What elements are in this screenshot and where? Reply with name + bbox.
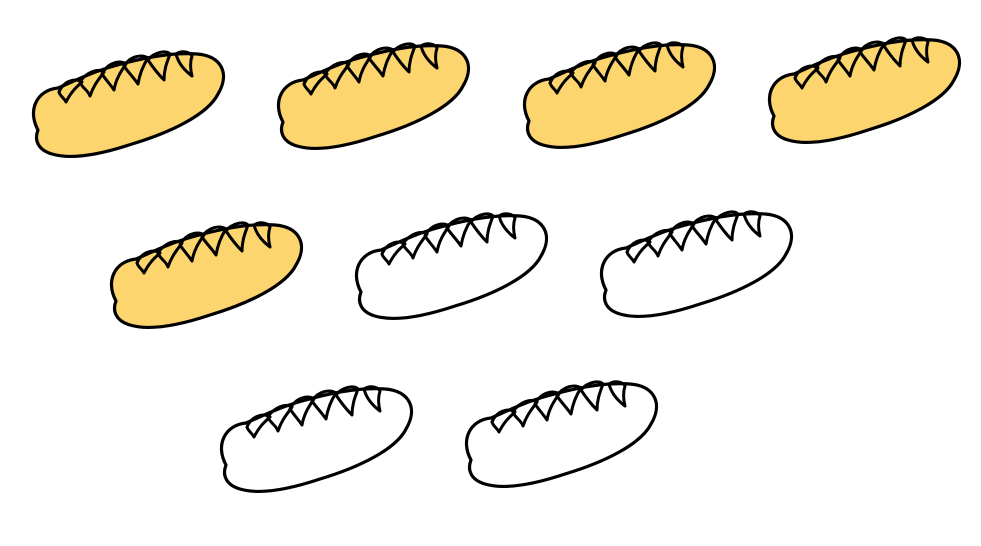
bread-loaf-icon xyxy=(220,385,414,493)
bread-loaf-icon xyxy=(768,36,962,144)
bread-loaf-icon xyxy=(523,41,717,149)
bread-loaf-icon xyxy=(110,221,304,329)
bread-loaf-icon xyxy=(465,380,659,488)
bread-loaf-icon xyxy=(32,50,226,158)
bread-loaf-icon xyxy=(600,210,794,318)
bread-loaf-icon xyxy=(277,42,471,150)
bread-loaf-icon xyxy=(355,212,549,320)
